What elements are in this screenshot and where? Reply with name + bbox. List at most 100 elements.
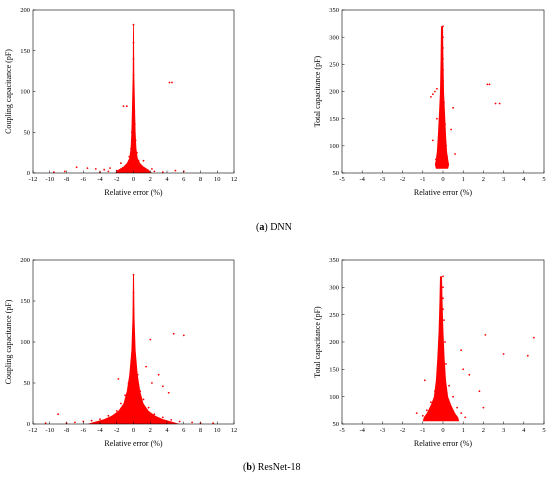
y-axis-label: Total capacitance (pF) [313, 55, 322, 127]
data-point [44, 422, 47, 425]
data-point [423, 379, 426, 382]
x-tick-label: 6 [182, 176, 186, 183]
data-point [145, 168, 148, 171]
y-tick-label: 50 [24, 129, 31, 136]
x-tick-label: 12 [231, 427, 238, 434]
data-point [462, 368, 465, 371]
data-point [478, 390, 481, 393]
data-point [120, 402, 122, 405]
x-tick-label: -4 [97, 427, 103, 434]
x-tick-label: -12 [29, 176, 38, 183]
x-axis-label: Relative error (%) [414, 188, 473, 197]
data-point [132, 58, 135, 60]
data-point [442, 286, 444, 289]
data-point [130, 365, 132, 368]
data-point [103, 168, 106, 171]
x-tick-label: -8 [64, 427, 69, 434]
panel-b-right: -5 -4 -3 -2 -1 0 1 2 3 4 5 50 100 150 200 250 300 350 Rel… [313, 257, 546, 448]
x-tick-label: 0 [132, 176, 135, 183]
y-tick-label: 250 [329, 312, 339, 319]
data-point [498, 102, 501, 105]
data-point [139, 390, 142, 393]
data-point [74, 421, 76, 424]
data-point [172, 332, 175, 335]
data-point [151, 168, 153, 170]
data-point [468, 373, 471, 376]
data-point [75, 166, 78, 169]
x-tick-label: -12 [29, 427, 38, 434]
data-point [86, 167, 89, 170]
panel-a-right: -5 -4 -3 -2 -1 0 1 2 3 4 5 50 100 150 200 250 300 350 Rel… [313, 7, 546, 197]
x-tick-label: -10 [45, 427, 54, 434]
x-tick-label: 4 [522, 176, 526, 183]
caption-b: (b) ResNet-18 [243, 462, 301, 473]
data-point [441, 112, 443, 115]
data-point [90, 419, 93, 422]
data-point [133, 98, 135, 101]
x-axis-label: Relative error (%) [104, 188, 163, 197]
data-point [460, 349, 463, 352]
data-point [430, 96, 432, 98]
data-point [444, 341, 446, 343]
points-layer [44, 273, 215, 425]
data-point [447, 163, 449, 166]
y-axis-label: Total capacitance (pF) [313, 306, 322, 378]
ticks-layer: -5 -4 -3 -2 -1 0 1 2 3 4 5 50 100 150 200 250 300 350 [329, 7, 545, 183]
x-tick-label: 8 [199, 427, 202, 434]
y-tick-label: 200 [20, 257, 30, 264]
caption-a: (a) DNN [256, 222, 292, 233]
data-point [128, 155, 131, 158]
data-point [434, 90, 436, 93]
data-point [132, 349, 135, 352]
x-tick-label: 2 [482, 427, 485, 434]
data-point [432, 139, 434, 142]
data-point [134, 139, 137, 142]
data-point [133, 123, 136, 125]
data-point [488, 83, 491, 86]
data-point [117, 378, 120, 380]
ticks-layer: -12 -10 -8 -6 -4 -2 0 2 4 6 8 10 12 0 50 100 150 200 [20, 7, 237, 183]
y-tick-label: 300 [329, 285, 339, 292]
data-point [149, 338, 152, 341]
ticks-layer: -12 -10 -8 -6 -4 -2 0 2 4 6 8 10 12 0 50 100 150 200 [20, 257, 237, 434]
caption-a-letter: a [259, 222, 265, 233]
data-point [437, 166, 439, 169]
data-point [484, 334, 487, 336]
data-point [526, 354, 529, 357]
x-tick-label: 5 [542, 176, 545, 183]
data-point [442, 90, 444, 93]
data-point [432, 93, 434, 96]
data-point [99, 418, 101, 420]
x-tick-label: 4 [522, 427, 526, 434]
data-point [460, 412, 463, 414]
x-tick-label: 2 [149, 427, 152, 434]
data-point [63, 170, 66, 173]
data-point [212, 422, 215, 425]
data-point [440, 134, 442, 136]
data-point [127, 382, 130, 384]
x-tick-label: -6 [81, 176, 87, 183]
x-tick-label: -3 [380, 427, 385, 434]
data-point [161, 171, 164, 174]
dense-cluster [422, 276, 460, 422]
data-point [425, 409, 428, 412]
data-point [137, 159, 140, 162]
data-point [182, 334, 185, 337]
x-tick-label: 0 [441, 176, 444, 183]
x-tick-label: -2 [400, 176, 405, 183]
x-tick-label: 4 [165, 176, 169, 183]
points-layer [415, 275, 535, 419]
data-point [442, 68, 444, 71]
data-point [125, 105, 128, 108]
data-point [133, 341, 135, 343]
data-point [141, 165, 143, 168]
data-point [132, 273, 135, 276]
data-point [132, 74, 135, 77]
panel-a-left: -12 -10 -8 -6 -4 -2 0 2 4 6 8 10 12 0 50 100 150 200 Rela… [4, 7, 237, 197]
y-tick-label: 250 [329, 62, 339, 69]
data-point [161, 416, 164, 419]
data-point [482, 406, 485, 409]
x-tick-label: 10 [214, 427, 221, 434]
data-point [115, 410, 118, 412]
data-point [456, 406, 458, 409]
